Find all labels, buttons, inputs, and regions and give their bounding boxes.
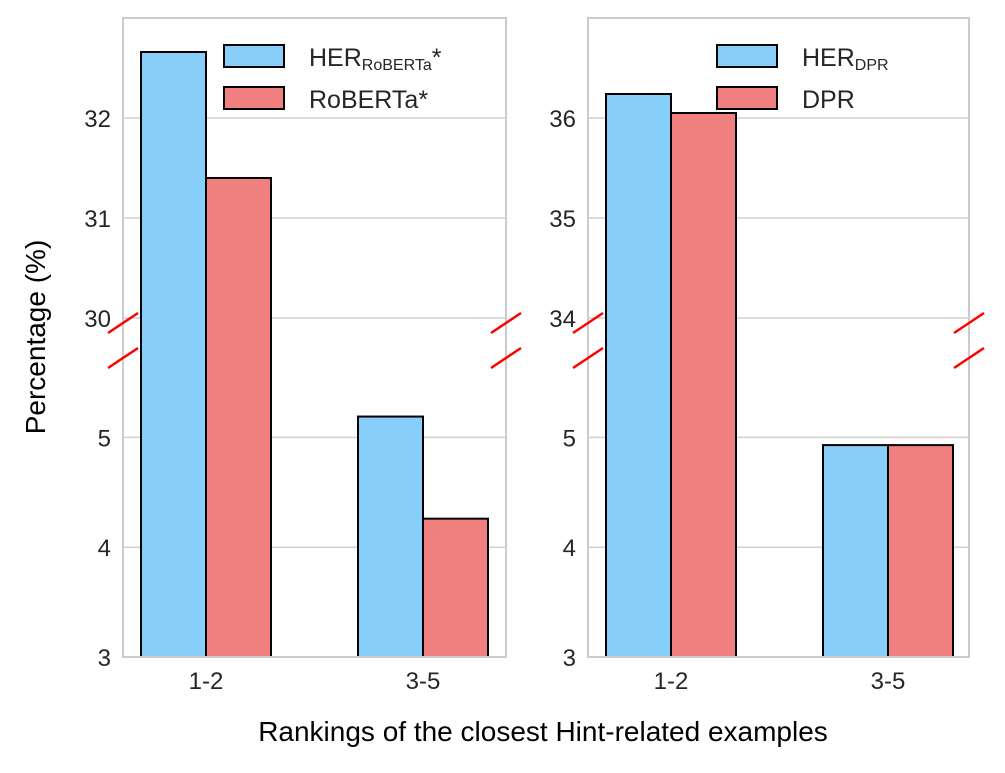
- legend-swatch: [223, 44, 285, 68]
- y-tick-label: 5: [563, 425, 576, 452]
- y-tick-label: 3: [563, 645, 576, 672]
- y-tick-label: 3: [98, 645, 111, 672]
- legend-label-star: *: [432, 44, 442, 72]
- legend-label: HERRoBERTa*: [309, 44, 442, 74]
- axis-break-mark: [490, 311, 522, 335]
- y-tick-label: 35: [549, 206, 576, 233]
- axis-break-mark: [572, 311, 604, 335]
- x-axis-label: Rankings of the closest Hint-related exa…: [258, 716, 828, 747]
- legend-swatch: [223, 86, 285, 110]
- legend-swatch: [716, 44, 778, 68]
- x-tick-label: 1-2: [189, 668, 224, 695]
- axis-break-mark: [490, 346, 522, 370]
- y-tick-label: 4: [563, 535, 576, 562]
- legend-label: DPR: [802, 86, 855, 114]
- x-tick-label: 3-5: [406, 668, 441, 695]
- bar-3-5-baseline: [887, 444, 954, 658]
- legend-swatch: [716, 86, 778, 110]
- axis-break-mark: [953, 311, 985, 335]
- bar-3-5-her: [357, 415, 424, 659]
- legend-label: HERDPR: [802, 44, 889, 74]
- axes-frame: [122, 17, 507, 658]
- bar-1-2-baseline: [670, 112, 737, 658]
- y-tick-label: 4: [98, 535, 111, 562]
- y-tick-label: 5: [98, 425, 111, 452]
- x-tick-label: 1-2: [654, 668, 689, 695]
- axes-frame: [587, 17, 970, 658]
- y-tick-label: 30: [84, 306, 111, 333]
- axis-break-mark: [107, 311, 139, 335]
- legend-label: RoBERTa*: [309, 86, 428, 114]
- bar-3-5-baseline: [422, 517, 489, 658]
- bar-1-2-baseline: [205, 177, 272, 658]
- bar-1-2-her: [605, 93, 672, 658]
- y-tick-label: 31: [84, 206, 111, 233]
- y-tick-label: 32: [84, 106, 111, 133]
- axis-break-mark: [953, 346, 985, 370]
- legend-label-subscript: RoBERTa: [362, 57, 432, 74]
- x-tick-label: 3-5: [871, 668, 906, 695]
- bar-3-5-her: [822, 444, 889, 658]
- legend-label-subscript: DPR: [855, 57, 889, 74]
- axis-break-mark: [572, 346, 604, 370]
- axis-break-mark: [107, 346, 139, 370]
- y-axis-label: Percentage (%): [20, 240, 51, 435]
- y-tick-label: 34: [549, 306, 576, 333]
- y-tick-label: 36: [549, 106, 576, 133]
- bar-1-2-her: [140, 51, 207, 658]
